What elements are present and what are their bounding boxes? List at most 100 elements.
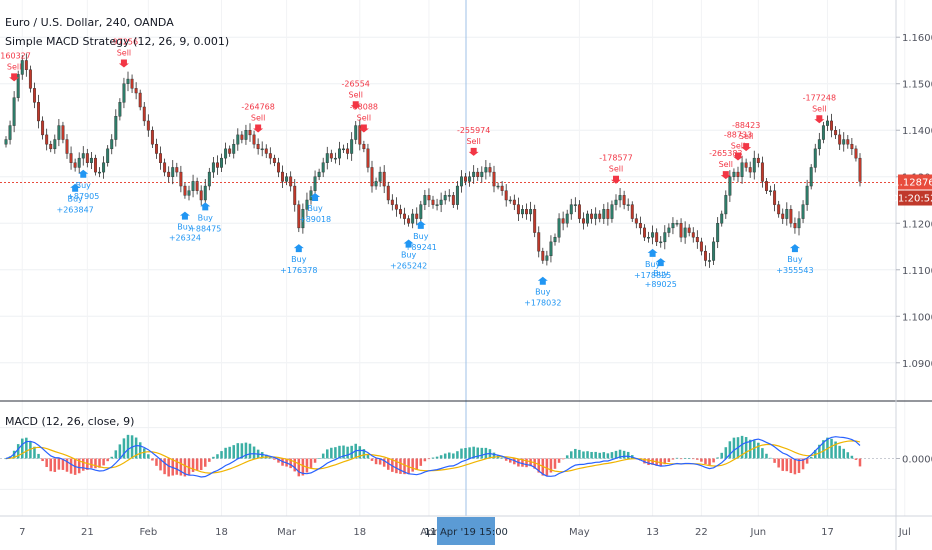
sell-arrow	[358, 124, 369, 133]
sell-value: -265383	[709, 149, 742, 158]
macd-histogram-bar	[492, 452, 496, 459]
macd-histogram-bar	[297, 458, 301, 477]
macd-histogram-bar	[464, 447, 467, 459]
macd-histogram-bar	[147, 454, 150, 459]
candle-body	[537, 232, 541, 252]
buy-arrow	[537, 276, 548, 285]
macd-histogram-bar	[252, 446, 256, 459]
sell-value: -97256	[110, 37, 138, 46]
macd-histogram-bar	[98, 458, 101, 468]
buy-arrow	[655, 258, 666, 267]
macd-histogram-bar	[618, 449, 622, 459]
macd-histogram-bar	[570, 451, 573, 459]
candle-body	[142, 106, 146, 122]
macd-histogram-bar	[167, 458, 170, 477]
candle-body	[655, 232, 659, 243]
candle-body	[199, 190, 203, 201]
sell-arrow	[253, 124, 264, 133]
macd-histogram-bar	[574, 448, 577, 459]
candle-body	[69, 153, 73, 163]
candle-body	[484, 167, 488, 173]
candle-body	[724, 195, 728, 215]
buy-label: Buy	[535, 288, 551, 297]
time-tick-label: Mar	[277, 527, 297, 538]
candle-body	[415, 213, 419, 219]
buy-value: +26324	[169, 234, 201, 243]
candle-body	[77, 157, 81, 168]
macd-histogram-bar	[114, 450, 118, 459]
macd-histogram-bar	[236, 443, 240, 459]
macd-histogram-bar	[269, 457, 272, 459]
candle-body	[150, 130, 154, 145]
buy-arrow	[200, 202, 211, 211]
macd-histogram-bar	[504, 458, 508, 461]
macd-histogram-bar	[382, 458, 386, 467]
candle-body	[403, 213, 406, 219]
candle-body	[826, 120, 829, 126]
macd-histogram-bar	[549, 458, 553, 473]
macd-histogram-bar	[33, 446, 36, 459]
candle-body	[4, 139, 8, 145]
macd-histogram-bar	[57, 458, 61, 470]
macd-histogram-bar	[456, 451, 459, 459]
macd-histogram-bar	[399, 458, 402, 474]
symbol-title: Euro / U.S. Dollar, 240, OANDA	[5, 16, 174, 29]
candle-body	[748, 167, 752, 173]
candle-body	[134, 88, 138, 94]
time-axis[interactable]: 7 21 Feb 18 Mar 18 Apr May 13 22 Jun 17 Jul	[19, 527, 911, 538]
buy-value: +176378	[280, 266, 317, 275]
macd-histogram-bar	[529, 458, 532, 467]
macd-histogram-bar	[801, 458, 805, 470]
macd-histogram-bar	[586, 451, 589, 459]
macd-histogram-bar	[155, 458, 158, 466]
macd-histogram-bar	[378, 458, 382, 465]
macd-histogram-bar	[212, 456, 215, 459]
candle-body	[797, 218, 801, 229]
candle-body	[329, 153, 333, 159]
macd-histogram-bar	[439, 455, 443, 459]
candle-body	[801, 204, 805, 219]
macd-histogram-bar	[687, 458, 691, 459]
macd-histogram-bar	[305, 458, 309, 473]
candle-body	[191, 181, 195, 191]
candle-body	[244, 130, 248, 140]
macd-histogram-bar	[65, 458, 69, 472]
candle-body	[793, 223, 797, 229]
candle-body	[476, 171, 480, 177]
macd-histogram-bar	[366, 454, 370, 459]
candle-body	[557, 218, 561, 238]
candle-body	[699, 241, 703, 252]
candle-body	[765, 181, 768, 191]
buy-label: Buy	[307, 204, 323, 213]
candle-body	[675, 223, 679, 225]
macd-axis[interactable]: 0.00000	[896, 455, 932, 466]
macd-histogram-bar	[191, 458, 195, 472]
time-tick-label: Apr	[420, 527, 438, 538]
candle-body	[138, 92, 142, 108]
candle-body	[488, 167, 492, 173]
candle-body	[789, 209, 793, 224]
buy-arrow	[647, 248, 658, 257]
sell-value: -88088	[350, 103, 378, 112]
macd-histogram-bar	[90, 458, 93, 468]
macd-histogram-bar	[602, 452, 606, 459]
candle-body	[399, 209, 402, 215]
candle-body	[293, 185, 297, 205]
candle-body	[203, 185, 207, 201]
candle-body	[220, 157, 223, 168]
candle-body	[342, 148, 345, 151]
macd-histogram-bar	[696, 458, 699, 460]
candle-body	[447, 195, 451, 197]
macd-histogram-bar	[338, 445, 341, 459]
sell-value: -255974	[457, 126, 490, 135]
candle-body	[394, 204, 398, 210]
candle-body	[85, 153, 89, 163]
macd-histogram-bar	[557, 458, 561, 463]
sell-arrow	[720, 171, 731, 180]
candle-body	[411, 213, 415, 224]
macd-histogram-bar	[513, 458, 516, 465]
candle-body	[89, 157, 93, 163]
macd-histogram-bar	[362, 449, 366, 459]
candle-body	[289, 176, 293, 187]
